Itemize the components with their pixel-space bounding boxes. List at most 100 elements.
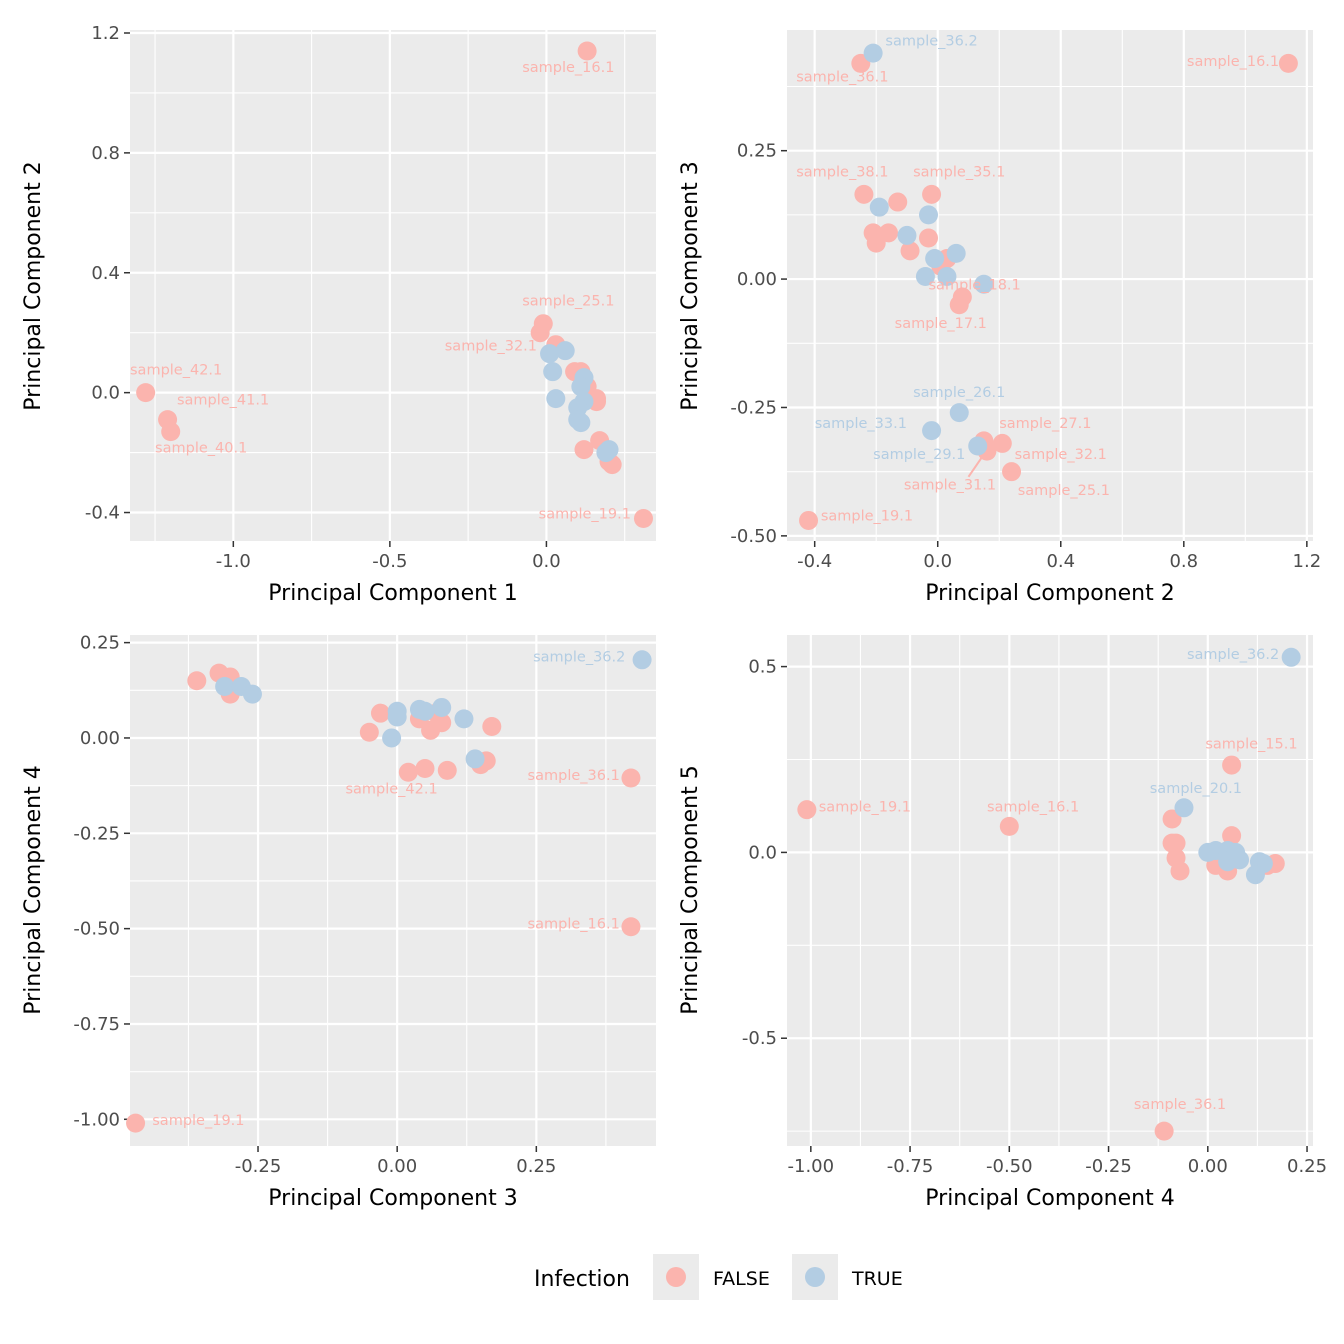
x-axis-title: Principal Component 3: [268, 1186, 517, 1211]
x-tick-label: -0.4: [797, 551, 832, 572]
y-tick-label: 0.25: [80, 633, 120, 654]
data-point-false: [126, 1113, 146, 1133]
data-point-false: [1222, 826, 1242, 846]
sample-label: sample_32.1: [1015, 447, 1107, 463]
data-point-true: [596, 443, 616, 463]
sample-label: sample_25.1: [522, 294, 614, 310]
data-point-false: [1222, 755, 1242, 775]
sample-label: sample_42.1: [345, 781, 437, 797]
panel-background: [787, 30, 1313, 541]
data-point-false: [136, 383, 156, 403]
data-point-true: [869, 197, 889, 217]
y-tick-label: -0.50: [730, 526, 777, 547]
sample-label: sample_41.1: [177, 393, 269, 409]
data-point-false: [866, 233, 886, 253]
sample-label: sample_36.2: [533, 650, 625, 666]
sample-label: sample_19.1: [152, 1113, 244, 1129]
data-point-false: [161, 422, 181, 442]
sample-label: sample_19.1: [821, 508, 913, 524]
data-point-true: [465, 749, 485, 769]
data-point-false: [992, 433, 1012, 453]
sample-label: sample_20.1: [1150, 781, 1242, 797]
x-tick-label: 0.0: [532, 551, 561, 572]
sample-label: sample_38.1: [796, 164, 888, 180]
data-point-false: [797, 800, 817, 820]
data-point-true: [571, 377, 591, 397]
x-tick-label: -0.25: [235, 1156, 282, 1177]
sample-label: sample_42.1: [130, 363, 222, 379]
x-axis-title: Principal Component 1: [268, 581, 517, 606]
sample-label: sample_17.1: [895, 316, 987, 332]
data-point-false: [949, 295, 969, 315]
sample-label: sample_35.1: [913, 164, 1005, 180]
data-point-true: [974, 274, 994, 294]
y-tick-label: 0.00: [80, 728, 120, 749]
data-point-true: [543, 362, 563, 382]
x-axis-title: Principal Component 2: [925, 581, 1174, 606]
y-tick-label: 0.8: [91, 143, 120, 164]
data-point-true: [897, 225, 917, 245]
data-point-true: [540, 344, 560, 364]
data-point-false: [482, 717, 502, 737]
legend-label-false: FALSE: [713, 1268, 770, 1290]
x-tick-label: 0.00: [1188, 1156, 1228, 1177]
x-tick-label: 0.25: [1287, 1156, 1327, 1177]
data-point-true: [1230, 850, 1250, 870]
data-point-false: [888, 192, 908, 212]
sample-label: sample_16.1: [987, 800, 1079, 816]
data-point-false: [1166, 833, 1186, 853]
panel-pc2-vs-pc3: -0.4 0.0 0.4 0.8 1.2 -0.50 -0.25 0.00 0.25 Princi…: [678, 30, 1321, 606]
data-point-false: [1002, 462, 1022, 482]
y-tick-label: 0.00: [737, 269, 777, 290]
data-point-true: [432, 697, 452, 717]
data-point-true: [1281, 647, 1301, 667]
data-point-false: [530, 323, 550, 343]
data-point-false: [918, 228, 938, 248]
sample-label: sample_16.1: [528, 917, 620, 933]
y-tick-label: -0.4: [85, 503, 120, 524]
y-tick-label: -0.50: [73, 919, 120, 940]
data-point-false: [187, 671, 207, 691]
data-point-true: [918, 205, 938, 225]
sample-label: sample_33.1: [815, 416, 907, 432]
sample-label: sample_36.1: [528, 768, 620, 784]
x-tick-label: -0.75: [887, 1156, 934, 1177]
data-point-true: [863, 43, 883, 63]
panel-pc4-vs-pc5: -1.00 -0.75 -0.50 -0.25 0.00 0.25 -0.5 0.0 0.5 Pr…: [678, 635, 1327, 1211]
legend-dot-true: [805, 1267, 825, 1287]
sample-label: sample_27.1: [999, 416, 1091, 432]
data-point-false: [359, 722, 379, 742]
sample-label: sample_29.1: [873, 447, 965, 463]
data-point-true: [546, 389, 566, 409]
y-tick-label: 0.0: [91, 383, 120, 404]
legend-title: Infection: [534, 1267, 630, 1292]
sample-label: sample_40.1: [155, 441, 247, 457]
data-point-false: [999, 816, 1019, 836]
data-point-true: [571, 413, 591, 433]
data-point-false: [415, 758, 435, 778]
sample-label: sample_18.1: [929, 277, 1021, 293]
sample-label: sample_36.2: [1187, 647, 1279, 663]
data-point-true: [925, 249, 945, 269]
panel-background: [787, 635, 1313, 1146]
x-tick-label: -1.0: [216, 551, 251, 572]
data-point-true: [922, 421, 942, 441]
sample-label: sample_15.1: [1205, 736, 1297, 752]
data-point-true: [632, 650, 652, 670]
sample-label: sample_31.1: [904, 478, 996, 494]
legend-label-true: TRUE: [851, 1268, 903, 1290]
legend: Infection FALSE TRUE: [534, 1254, 903, 1300]
data-point-false: [577, 41, 597, 61]
data-point-true: [949, 403, 969, 423]
y-axis-title: Principal Component 4: [21, 765, 46, 1014]
x-tick-label: -1.00: [788, 1156, 835, 1177]
data-point-false: [370, 703, 390, 723]
sample-label: sample_19.1: [539, 507, 631, 523]
data-point-false: [633, 509, 653, 529]
x-tick-label: -0.25: [1085, 1156, 1132, 1177]
y-tick-label: -0.25: [730, 397, 777, 418]
data-point-false: [437, 760, 457, 780]
data-point-true: [415, 701, 435, 721]
panel-pc3-vs-pc4: -0.25 0.00 0.25 -1.00 -0.75 -0.50 -0.25 0.00 0.2…: [21, 633, 656, 1211]
